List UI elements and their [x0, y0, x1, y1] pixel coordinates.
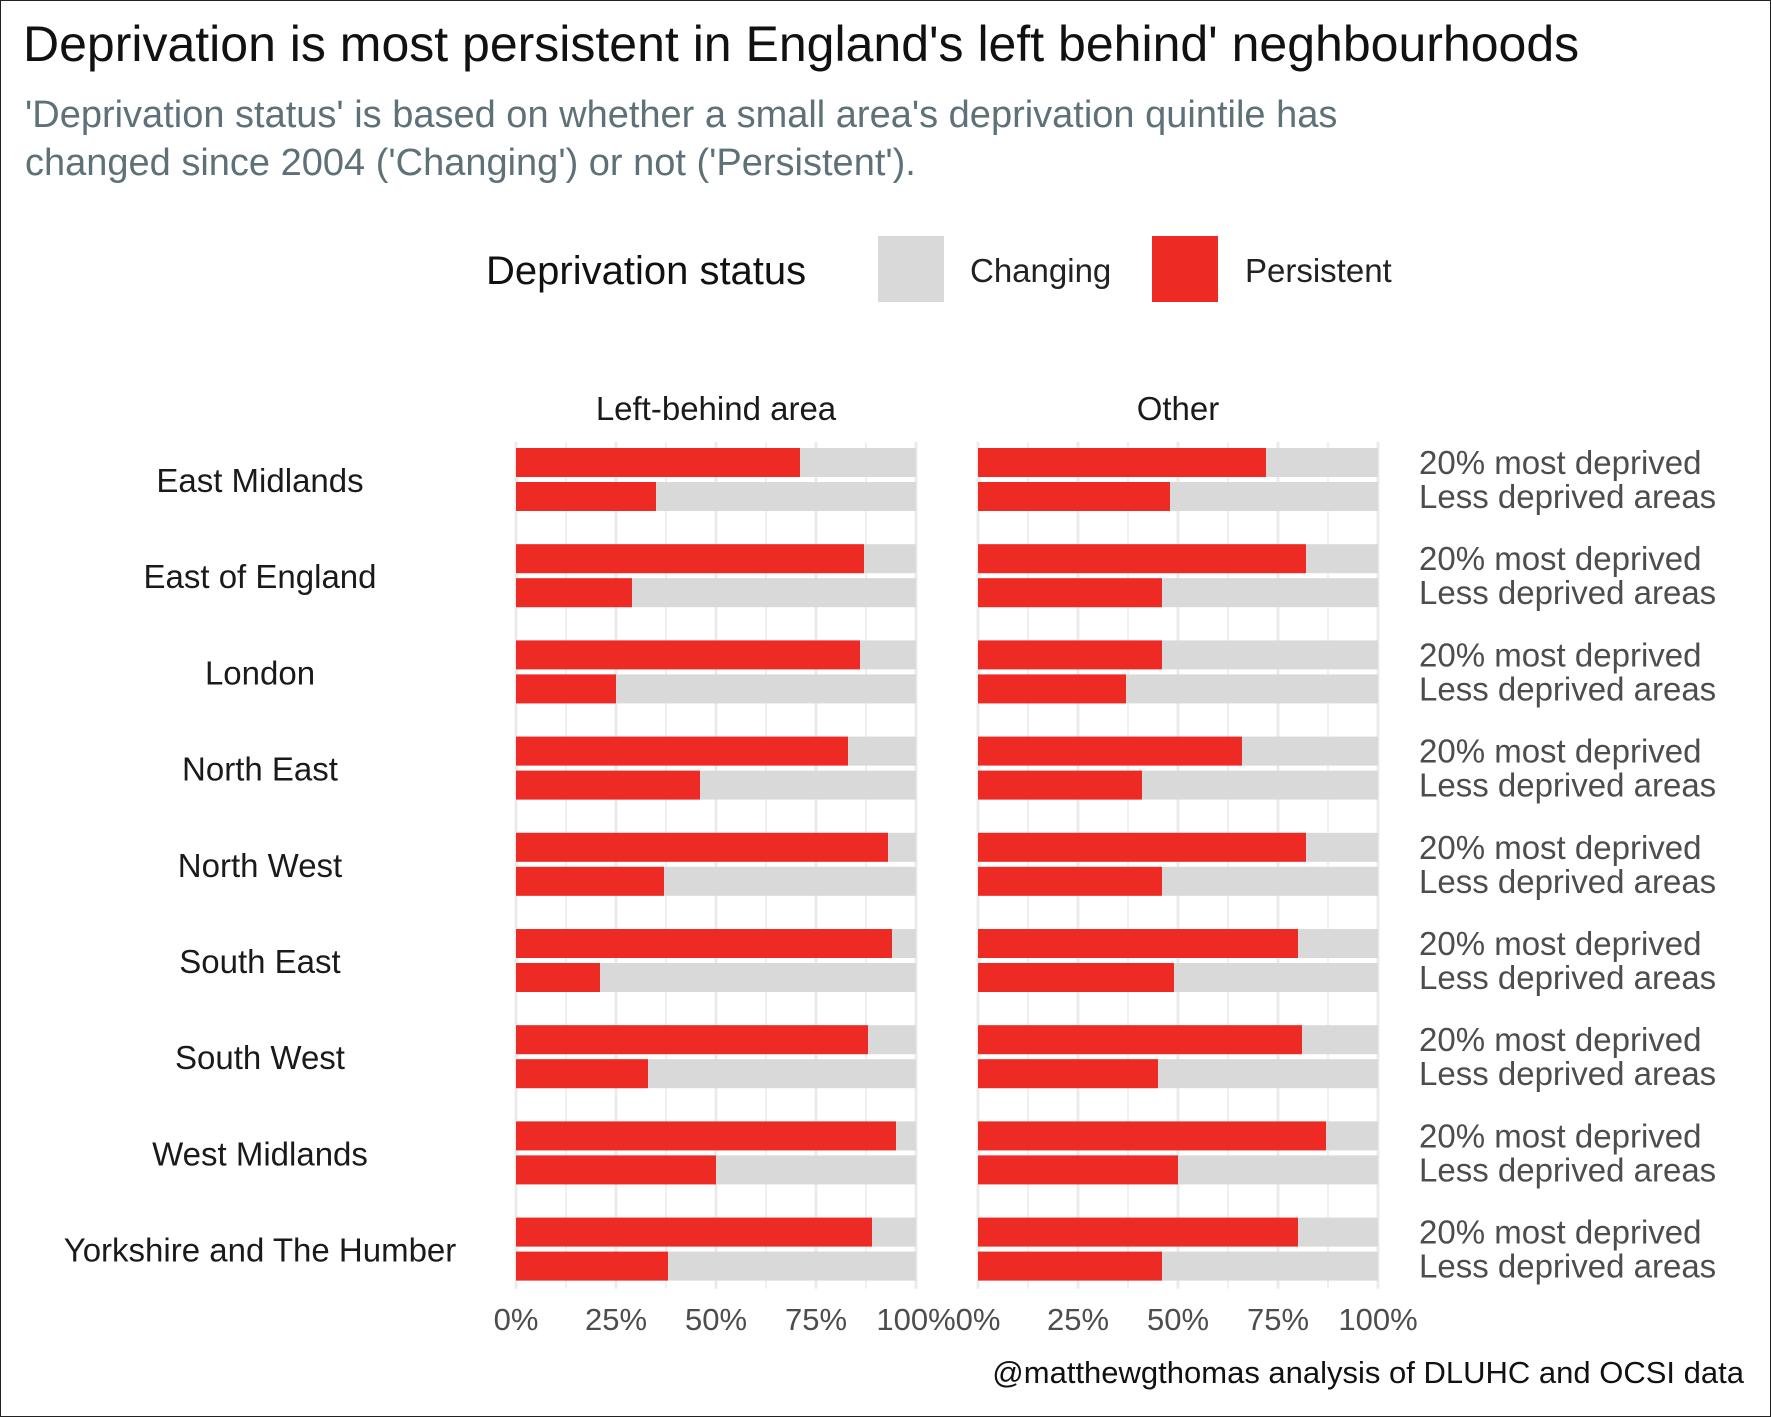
x-tick-label-left-behind-area-4: 100% [876, 1302, 955, 1337]
x-tick-label-other-2: 50% [1147, 1302, 1209, 1337]
facet-label-other: Other [1137, 390, 1220, 427]
chart-caption: @matthewgthomas analysis of DLUHC and OC… [992, 1355, 1744, 1390]
bar-left-behind-area-london-less-deprived-areas-persistent [516, 674, 616, 704]
bar-left-behind-area-south-west-less-deprived-areas-persistent [516, 1059, 648, 1089]
facet-label-left-behind-area: Left-behind area [596, 390, 837, 427]
bar-left-behind-area-east-midlands-20-most-deprived-persistent [516, 448, 800, 477]
bar-other-north-east-less-deprived-areas-persistent [978, 770, 1142, 800]
x-tick-label-other-3: 75% [1247, 1302, 1309, 1337]
bar-left-behind-area-west-midlands-less-deprived-areas-persistent [516, 1155, 716, 1185]
chart-subtitle: 'Deprivation status' is based on whether… [25, 91, 1337, 187]
x-tick-label-other-4: 100% [1338, 1302, 1417, 1337]
bar-left-behind-area-north-west-20-most-deprived-persistent [516, 832, 888, 862]
bar-other-south-west-less-deprived-areas-persistent [978, 1059, 1158, 1089]
area-type-label-north-west-1: Less deprived areas [1419, 863, 1716, 900]
bar-left-behind-area-south-east-less-deprived-areas-persistent [516, 963, 600, 992]
bar-left-behind-area-west-midlands-20-most-deprived-persistent [516, 1121, 896, 1151]
region-label-london: London [205, 654, 315, 691]
area-type-label-north-east-0: 20% most deprived [1419, 733, 1701, 770]
area-type-label-south-west-0: 20% most deprived [1419, 1021, 1701, 1058]
region-label-east-midlands: East Midlands [156, 462, 363, 499]
area-type-label-south-east-1: Less deprived areas [1419, 959, 1716, 996]
x-tick-label-left-behind-area-2: 50% [685, 1302, 747, 1337]
bar-other-london-20-most-deprived-persistent [978, 640, 1162, 670]
subtitle-line-1: 'Deprivation status' is based on whether… [25, 94, 1338, 136]
bar-other-yorkshire-and-the-humber-less-deprived-areas-persistent [978, 1251, 1162, 1281]
region-label-yorkshire-and-the-humber: Yorkshire and The Humber [64, 1232, 457, 1269]
legend: Deprivation status Changing Persistent [486, 236, 1392, 302]
x-tick-label-other-0: 0% [956, 1302, 1001, 1337]
bar-left-behind-area-north-east-less-deprived-areas-persistent [516, 770, 700, 800]
region-label-east-of-england: East of England [144, 558, 377, 595]
area-type-label-london-1: Less deprived areas [1419, 670, 1716, 707]
bar-other-east-of-england-20-most-deprived-persistent [978, 544, 1306, 574]
bar-other-west-midlands-less-deprived-areas-persistent [978, 1155, 1178, 1185]
region-label-south-west: South West [175, 1039, 345, 1076]
bar-left-behind-area-south-east-20-most-deprived-persistent [516, 929, 892, 958]
area-type-label-south-east-0: 20% most deprived [1419, 925, 1701, 962]
area-type-label-east-midlands-1: Less deprived areas [1419, 478, 1716, 515]
subtitle-line-2: changed since 2004 ('Changing') or not (… [25, 142, 916, 184]
area-type-label-north-west-0: 20% most deprived [1419, 829, 1701, 866]
bar-left-behind-area-east-of-england-less-deprived-areas-persistent [516, 578, 632, 608]
region-label-west-midlands: West Midlands [152, 1135, 368, 1172]
area-type-label-west-midlands-0: 20% most deprived [1419, 1117, 1701, 1154]
bar-other-east-of-england-less-deprived-areas-persistent [978, 578, 1162, 608]
area-type-label-east-of-england-0: 20% most deprived [1419, 540, 1701, 577]
bar-other-west-midlands-20-most-deprived-persistent [978, 1121, 1326, 1151]
legend-swatch-persistent [1152, 236, 1218, 302]
bar-left-behind-area-north-west-less-deprived-areas-persistent [516, 866, 664, 896]
region-label-south-east: South East [179, 943, 340, 980]
bar-other-north-west-less-deprived-areas-persistent [978, 866, 1162, 896]
x-tick-label-other-1: 25% [1047, 1302, 1109, 1337]
area-type-label-west-midlands-1: Less deprived areas [1419, 1151, 1716, 1188]
x-tick-label-left-behind-area-1: 25% [585, 1302, 647, 1337]
area-type-label-east-of-england-1: Less deprived areas [1419, 574, 1716, 611]
legend-label-persistent: Persistent [1245, 252, 1392, 289]
bar-left-behind-area-yorkshire-and-the-humber-less-deprived-areas-persistent [516, 1251, 668, 1281]
area-type-label-south-west-1: Less deprived areas [1419, 1055, 1716, 1092]
bar-left-behind-area-east-of-england-20-most-deprived-persistent [516, 544, 864, 574]
bar-other-north-east-20-most-deprived-persistent [978, 736, 1242, 766]
bar-other-east-midlands-less-deprived-areas-persistent [978, 482, 1170, 511]
area-type-label-london-0: 20% most deprived [1419, 636, 1701, 673]
x-tick-label-left-behind-area-3: 75% [785, 1302, 847, 1337]
area-type-label-east-midlands-0: 20% most deprived [1419, 444, 1701, 481]
bar-left-behind-area-london-20-most-deprived-persistent [516, 640, 860, 670]
legend-swatch-changing [878, 236, 944, 302]
region-label-north-east: North East [182, 751, 338, 788]
legend-label-changing: Changing [970, 252, 1111, 289]
bar-other-east-midlands-20-most-deprived-persistent [978, 448, 1266, 477]
chart-title: Deprivation is most persistent in Englan… [23, 16, 1580, 72]
bar-other-south-east-less-deprived-areas-persistent [978, 963, 1174, 992]
area-type-label-north-east-1: Less deprived areas [1419, 767, 1716, 804]
area-type-label-yorkshire-and-the-humber-0: 20% most deprived [1419, 1214, 1701, 1251]
bar-left-behind-area-east-midlands-less-deprived-areas-persistent [516, 482, 656, 511]
bar-left-behind-area-south-west-20-most-deprived-persistent [516, 1025, 868, 1055]
bar-other-london-less-deprived-areas-persistent [978, 674, 1126, 704]
x-tick-label-left-behind-area-0: 0% [494, 1302, 539, 1337]
bar-left-behind-area-north-east-20-most-deprived-persistent [516, 736, 848, 766]
area-type-label-yorkshire-and-the-humber-1: Less deprived areas [1419, 1248, 1716, 1285]
bar-other-south-east-20-most-deprived-persistent [978, 929, 1298, 958]
region-label-north-west: North West [178, 847, 342, 884]
legend-title: Deprivation status [486, 249, 806, 293]
bar-other-south-west-20-most-deprived-persistent [978, 1025, 1302, 1055]
bar-other-yorkshire-and-the-humber-20-most-deprived-persistent [978, 1217, 1298, 1247]
plot-area: Left-behind area 0% 25% 50% 75% 100% Other 0% 25… [64, 390, 1716, 1337]
bar-left-behind-area-yorkshire-and-the-humber-20-most-deprived-persistent [516, 1217, 872, 1247]
bar-other-north-west-20-most-deprived-persistent [978, 832, 1306, 862]
